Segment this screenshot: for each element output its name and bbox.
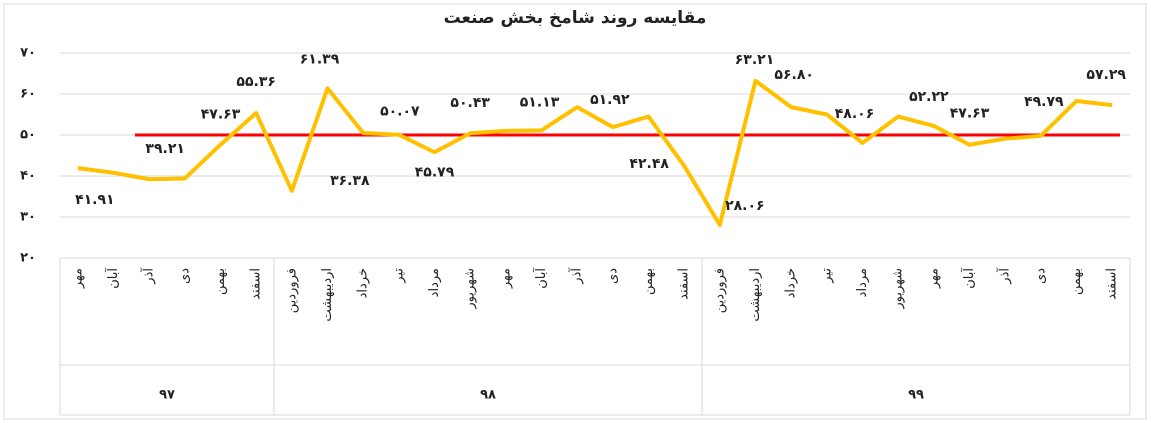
group-label: ۹۸ <box>480 388 496 403</box>
x-tick-label: شهریور <box>463 268 478 310</box>
x-tick-label: مهر <box>498 268 513 289</box>
x-tick-label: اسفند <box>249 268 264 300</box>
x-tick-label: آذر <box>140 267 157 285</box>
y-tick-label: ۳۰ <box>20 210 36 225</box>
x-tick-label: آبان <box>104 267 121 289</box>
x-tick-label: آذر <box>996 267 1013 285</box>
x-tick-label: دی <box>1033 268 1048 284</box>
y-tick-label: ۴۰ <box>20 169 36 184</box>
x-tick-label: اردیبهشت <box>748 268 763 322</box>
group-label: ۹۷ <box>159 388 175 403</box>
value-label: ۴۸.۰۶ <box>835 106 875 122</box>
x-tick-label: دی <box>605 268 620 284</box>
chart-title: مقایسه روند شامخ بخش صنعت <box>444 8 707 28</box>
x-tick-label: تیر <box>391 268 406 284</box>
x-tick-label: آبان <box>960 267 977 289</box>
value-label: ۵۶.۸۰ <box>774 67 814 83</box>
x-tick-label: فروردین <box>712 268 727 313</box>
value-label: ۵۱.۹۲ <box>590 92 630 108</box>
value-label: ۳۶.۳۸ <box>330 173 370 189</box>
value-label: ۴۷.۶۳ <box>201 107 241 123</box>
x-tick-label: بهمن <box>213 268 228 295</box>
x-tick-label: مهر <box>70 268 85 289</box>
value-label: ۵۵.۳۶ <box>236 74 276 90</box>
x-tick-label: دی <box>177 268 192 284</box>
y-tick-label: ۶۰ <box>20 87 36 102</box>
value-label: ۶۳.۲۱ <box>735 52 775 68</box>
x-tick-label: بهمن <box>641 268 656 295</box>
value-label: ۵۰.۴۳ <box>450 95 490 111</box>
value-label: ۴۱.۹۱ <box>75 192 115 208</box>
value-label: ۲۸.۰۶ <box>725 198 765 214</box>
value-label: ۵۷.۲۹ <box>1086 67 1126 83</box>
x-tick-label: مرداد <box>855 268 870 297</box>
x-tick-label: مهر <box>926 268 941 289</box>
value-label: ۴۵.۷۹ <box>415 164 455 180</box>
value-label: ۴۲.۴۸ <box>629 156 669 172</box>
y-tick-label: ۷۰ <box>20 46 36 61</box>
group-label: ۹۹ <box>908 388 924 403</box>
x-tick-label: شهریور <box>891 268 906 310</box>
y-tick-label: ۲۰ <box>20 251 36 266</box>
value-label: ۵۰.۰۷ <box>380 104 420 120</box>
x-tick-label: مرداد <box>427 268 442 297</box>
x-tick-label: تیر <box>819 268 834 284</box>
x-tick-label: خرداد <box>784 268 799 298</box>
x-tick-label: بهمن <box>1069 268 1084 295</box>
value-label: ۶۱.۳۹ <box>300 51 340 67</box>
x-tick-label: آبان <box>532 267 549 289</box>
x-tick-label: خرداد <box>356 268 371 298</box>
value-label: ۴۹.۷۹ <box>1024 94 1064 110</box>
chart-border <box>3 3 1147 420</box>
value-label: ۳۹.۲۱ <box>145 141 185 157</box>
value-label: ۵۲.۲۲ <box>909 89 949 105</box>
x-tick-label: اردیبهشت <box>320 268 335 322</box>
data-line <box>77 78 1113 227</box>
x-tick-label: فروردین <box>284 268 299 313</box>
x-tick-label: اسفند <box>677 268 692 300</box>
value-label: ۵۱.۱۳ <box>520 94 560 110</box>
x-tick-label: آذر <box>568 267 585 285</box>
x-tick-label: اسفند <box>1105 268 1120 300</box>
value-label: ۴۷.۶۳ <box>950 106 990 122</box>
y-tick-label: ۵۰ <box>20 128 36 143</box>
